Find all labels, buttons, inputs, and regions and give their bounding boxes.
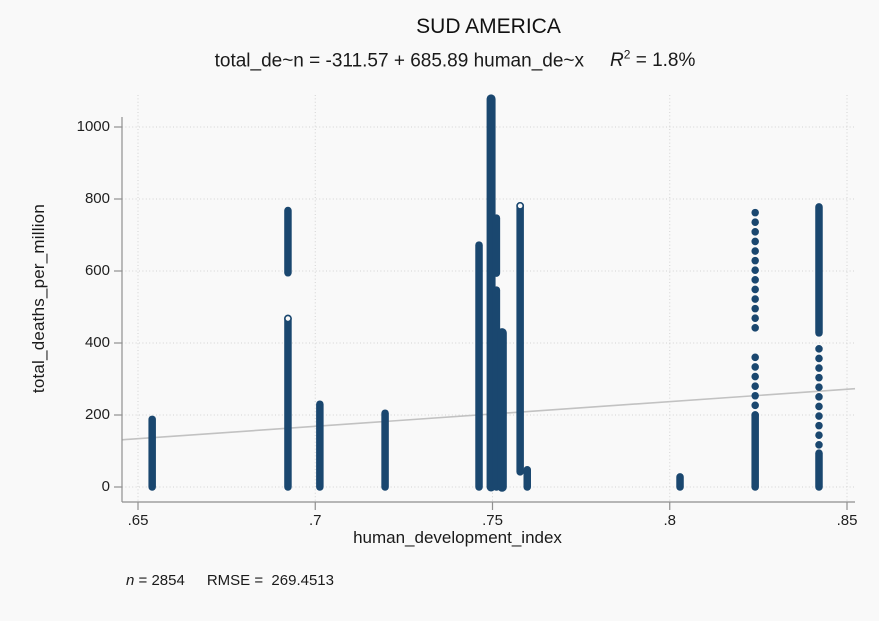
y-axis-title: total_deaths_per_million (29, 203, 48, 394)
open-marker (284, 314, 292, 323)
r-squared-value: = 1.8% (630, 50, 696, 72)
plot-area: .65 .7 .75 .8 .85 0 200 400 600 800 1000 (77, 94, 857, 529)
x-tick-label: .7 (308, 512, 322, 529)
x-tick-label: .65 (127, 512, 149, 529)
x-tick-label: .8 (663, 512, 677, 529)
y-tick-label: 200 (84, 406, 110, 423)
x-tick-label: .75 (482, 512, 503, 529)
r-squared-stat: R2 = 1.8% (610, 48, 696, 72)
stats-note: n = 2854 RMSE = 269.4513 (126, 572, 334, 589)
plot-canvas (114, 94, 856, 510)
open-marker (516, 201, 525, 210)
n-symbol: n (126, 572, 135, 589)
x-tick-label: .85 (836, 512, 858, 529)
y-tick-label: 0 (101, 478, 110, 495)
fit-equation: total_de~n = -311.57 + 685.89 human_de~x (214, 50, 584, 72)
r-symbol: R (610, 50, 624, 72)
y-tick-label: 800 (84, 190, 110, 207)
r-exponent: 2 (623, 48, 631, 62)
x-axis-title: human_development_index (353, 528, 562, 547)
y-tick-label: 400 (84, 334, 110, 351)
chart-title: SUD AMERICA (416, 15, 561, 38)
chart-subtitle: total_de~n = -311.57 + 685.89 human_de~x… (60, 48, 850, 72)
rmse-value: RMSE = 269.4513 (206, 572, 334, 589)
n-value: = 2854 (134, 572, 185, 589)
y-tick-label: 600 (84, 262, 110, 279)
y-tick-label: 1000 (76, 118, 110, 135)
